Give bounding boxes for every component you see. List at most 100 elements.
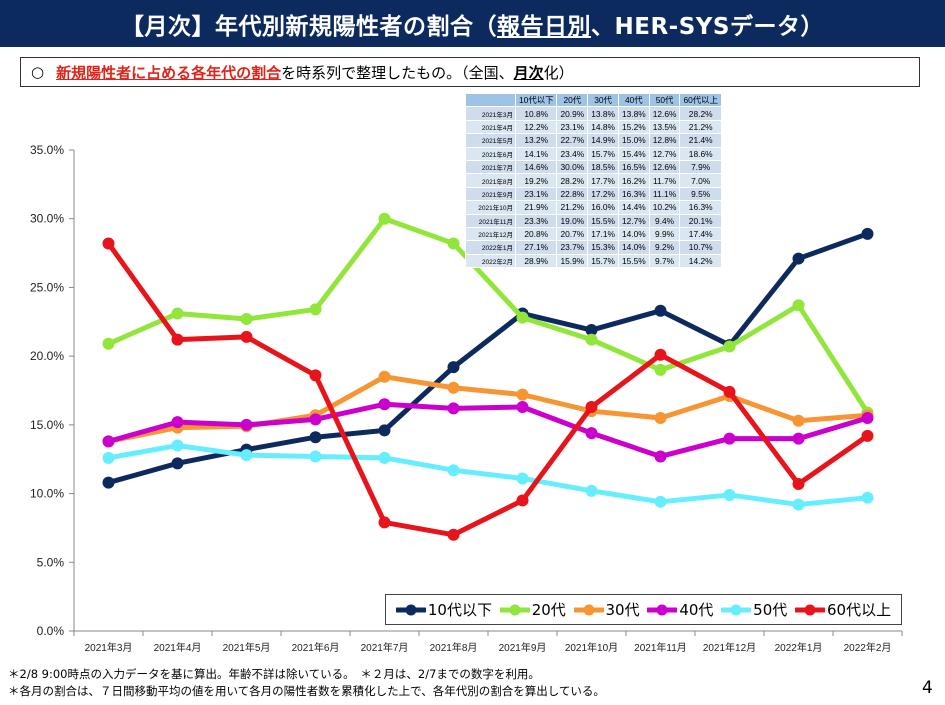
legend-swatch-icon <box>721 604 752 615</box>
data-point <box>309 369 322 382</box>
data-point <box>723 488 736 501</box>
table-cell: 23.7% <box>556 240 589 255</box>
table-cell: 16.3% <box>679 200 722 215</box>
table-cell: 15.2% <box>617 119 650 135</box>
data-point <box>447 361 460 374</box>
x-tick-label: 2021年6月 <box>292 641 340 654</box>
table-cell: 23.3% <box>514 213 558 228</box>
y-tick-label: 10.0% <box>30 487 64 501</box>
table-cell: 19.2% <box>514 173 558 188</box>
table-cell: 10.8% <box>514 106 558 121</box>
table-cell: 14.8% <box>587 119 619 135</box>
data-point <box>792 432 805 445</box>
data-point <box>792 299 805 312</box>
table-row: 2022年1月 27.1% 23.7% 15.3% 14.0% 9.2% 10.7% <box>465 240 722 255</box>
series-line-3 <box>106 401 870 459</box>
table-cell: 13.8% <box>617 106 650 121</box>
table-header: 20代 <box>556 92 589 108</box>
table-cell: 19.0% <box>556 213 589 228</box>
line-chart: 0.0% 5.0% 10.0% 15.0% 20.0% 25.0% 30.0% 35.0% 20… <box>30 143 903 654</box>
data-point <box>309 450 322 463</box>
data-point <box>171 457 184 470</box>
table-cell: 17.1% <box>587 226 619 242</box>
table-cell: 14.2% <box>679 253 722 269</box>
data-point <box>378 424 391 437</box>
chart-legend: 10代以下 20代 30代 40代 50代 60代以上 <box>385 594 902 625</box>
table-header: 50代 <box>648 92 681 108</box>
table-cell: 22.7% <box>556 133 589 148</box>
data-point <box>240 418 253 431</box>
table-cell: 9.9% <box>648 226 681 242</box>
data-point <box>447 528 460 541</box>
table-header: 60代以上 <box>679 92 722 108</box>
legend-label: 40代 <box>679 601 714 619</box>
table-row: 2021年6月 14.1% 23.4% 15.7% 15.4% 12.7% 18.6% <box>465 146 722 161</box>
table-cell: 14.0% <box>617 226 650 242</box>
table-cell: 20.7% <box>556 226 589 242</box>
legend-swatch-icon <box>795 604 825 615</box>
table-row: 2021年9月 23.1% 22.8% 17.2% 16.3% 11.1% 9.5% <box>465 186 722 202</box>
data-point <box>171 439 184 452</box>
table-cell: 15.5% <box>617 253 650 269</box>
table-cell: 20.8% <box>514 226 558 242</box>
data-point <box>654 363 667 376</box>
title-suffix: 、HER-SYSデータ） <box>590 13 824 40</box>
legend-label: 50代 <box>753 601 788 619</box>
data-point <box>378 516 391 529</box>
data-point <box>723 340 736 353</box>
data-point <box>309 431 322 444</box>
table-cell: 13.2% <box>514 133 558 148</box>
table-cell: 9.4% <box>648 213 681 228</box>
table-cell: 18.5% <box>587 159 619 175</box>
data-point <box>792 414 805 427</box>
table-cell: 28.9% <box>514 253 558 269</box>
table-header: 30代 <box>587 92 619 108</box>
table-row-month: 2022年1月 <box>465 240 516 255</box>
data-point <box>585 400 598 413</box>
table-row: 2021年12月 20.8% 20.7% 17.1% 14.0% 9.9% 17.4% <box>465 226 722 242</box>
table-cell: 16.3% <box>617 186 650 202</box>
table-cell: 10.7% <box>679 240 722 255</box>
y-tick-label: 30.0% <box>30 212 64 226</box>
subtitle-end: 化） <box>543 63 574 82</box>
data-point <box>516 400 529 413</box>
table-cell: 15.3% <box>587 240 619 255</box>
data-table: 10代以下 20代 30代 40代 50代 60代以上 2021年3月 10.8%… <box>465 92 722 269</box>
data-point <box>585 484 598 497</box>
series-line-1 <box>106 216 870 415</box>
data-point <box>516 494 529 507</box>
footnotes: ＊2/8 9:00時点の入力データを基に算出。年齢不詳は除いている。 ＊２月は、… <box>8 666 605 699</box>
table-cell: 20.9% <box>556 106 589 121</box>
table-cell: 14.0% <box>617 240 650 255</box>
y-tick-label: 15.0% <box>30 418 64 432</box>
data-point <box>654 411 667 424</box>
table-cell: 17.4% <box>679 226 722 242</box>
data-point <box>516 311 529 324</box>
table-cell: 14.4% <box>617 200 650 215</box>
series-line-4 <box>106 442 870 508</box>
table-cell: 28.2% <box>679 106 722 121</box>
table-cell: 12.6% <box>648 106 681 121</box>
x-tick-label: 2021年11月 <box>634 641 687 654</box>
table-row-month: 2021年3月 <box>465 106 516 121</box>
data-point <box>654 304 667 317</box>
table-cell: 11.7% <box>648 173 681 188</box>
table-cell: 30.0% <box>556 159 589 175</box>
data-point <box>792 498 805 511</box>
table-cell: 12.7% <box>617 213 650 228</box>
legend-swatch-icon <box>573 604 604 615</box>
table-row-month: 2021年7月 <box>465 159 516 175</box>
data-point <box>378 451 391 464</box>
x-tick-label: 2021年12月 <box>703 641 756 654</box>
data-point <box>516 388 529 401</box>
data-point <box>309 303 322 316</box>
bullet-icon: ○ <box>31 63 45 81</box>
data-point <box>240 313 253 326</box>
table-cell: 17.7% <box>587 173 619 188</box>
subtitle-highlight: 新規陽性者に占める各年代の割合 <box>56 63 282 82</box>
table-cell: 16.5% <box>617 159 650 175</box>
series-line-0 <box>106 231 870 486</box>
data-point <box>240 330 253 343</box>
table-cell: 15.7% <box>587 146 619 161</box>
legend-swatch-icon <box>499 604 530 615</box>
